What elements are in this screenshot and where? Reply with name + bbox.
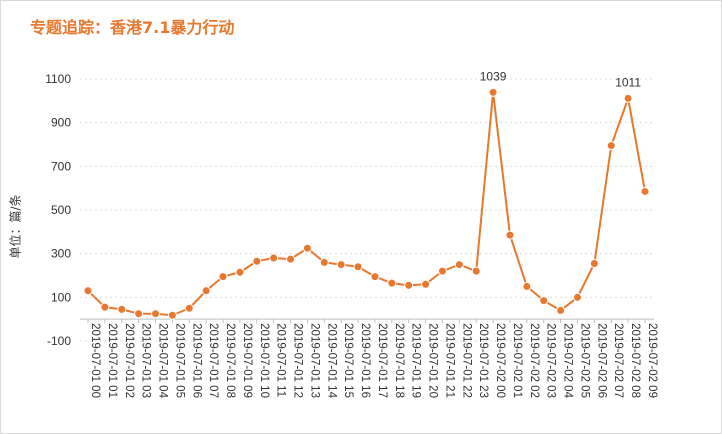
data-point (471, 266, 481, 276)
data-point (640, 186, 650, 196)
x-tick-label: 2019-07-02 04 (562, 323, 574, 398)
data-point (167, 310, 177, 320)
data-point (83, 286, 93, 296)
x-tick-label: 2019-07-02 02 (528, 323, 540, 398)
x-tick-label: 2019-07-01 13 (308, 323, 320, 398)
data-point (522, 281, 532, 291)
data-point (134, 309, 144, 319)
x-tick-label: 2019-07-01 16 (359, 323, 371, 398)
x-tick-label: 2019-07-01 11 (275, 323, 287, 397)
data-point (572, 292, 582, 302)
y-tick-label: 1100 (45, 72, 71, 86)
data-point (623, 93, 633, 103)
y-tick-label: 700 (51, 159, 71, 173)
x-tick-label: 2019-07-01 23 (477, 323, 489, 398)
y-tick-label: -100 (47, 334, 71, 348)
series-line (87, 91, 646, 317)
x-tick-label: 2019-07-02 07 (612, 323, 624, 398)
data-point (606, 141, 616, 151)
data-point (589, 258, 599, 268)
x-tick-label: 2019-07-01 07 (207, 323, 219, 398)
data-point (302, 243, 312, 253)
data-point (353, 262, 363, 272)
data-point (556, 305, 566, 315)
data-point (539, 296, 549, 306)
x-tick-label: 2019-07-01 10 (258, 323, 270, 398)
x-tick-label: 2019-07-02 05 (578, 323, 590, 398)
data-point (421, 279, 431, 289)
data-point (488, 87, 498, 97)
data-point (151, 309, 161, 319)
data-point (218, 272, 228, 282)
x-tick-label: 2019-07-01 09 (241, 323, 253, 398)
x-tick-label: 2019-07-01 00 (89, 323, 101, 398)
x-tick-label: 2019-07-01 01 (106, 323, 118, 398)
data-point (437, 266, 447, 276)
x-tick-label: 2019-07-01 06 (190, 323, 202, 398)
x-tick-label: 2019-07-02 06 (595, 323, 607, 398)
x-tick-label: 2019-07-01 05 (173, 323, 185, 398)
data-point (454, 260, 464, 270)
data-point (505, 230, 515, 240)
x-tick-label: 2019-07-01 19 (410, 323, 422, 398)
data-point (404, 280, 414, 290)
x-tick-label: 2019-07-01 20 (427, 323, 439, 398)
x-tick-label: 2019-07-02 03 (545, 323, 557, 398)
y-tick-label: 300 (51, 247, 71, 261)
x-tick-label: 2019-07-01 15 (342, 323, 354, 398)
x-tick-label: 2019-07-01 22 (460, 323, 472, 398)
data-point (269, 253, 279, 263)
y-tick-label: 100 (51, 290, 71, 304)
x-tick-label: 2019-07-01 21 (443, 323, 455, 398)
x-tick-label: 2019-07-02 00 (494, 323, 506, 398)
y-tick-label: 500 (51, 203, 71, 217)
data-label: 1039 (480, 69, 507, 83)
x-tick-label: 2019-07-01 12 (292, 323, 304, 398)
data-point (252, 256, 262, 266)
data-point (117, 304, 127, 314)
data-point (370, 272, 380, 282)
data-point (235, 267, 245, 277)
x-tick-label: 2019-07-02 09 (646, 323, 658, 398)
x-tick-label: 2019-07-01 08 (224, 323, 236, 398)
data-point (286, 254, 296, 264)
data-point (201, 286, 211, 296)
data-label: 1011 (615, 75, 641, 89)
chart-title: 专题追踪：香港7.1暴力行动 (30, 18, 235, 37)
data-point (387, 278, 397, 288)
x-tick-label: 2019-07-02 01 (511, 323, 523, 398)
x-tick-label: 2019-07-01 03 (140, 323, 152, 398)
x-tick-label: 2019-07-01 04 (157, 323, 169, 398)
x-tick-label: 2019-07-01 17 (376, 323, 388, 398)
x-tick-label: 2019-07-01 14 (325, 323, 337, 398)
x-tick-label: 2019-07-01 02 (123, 323, 135, 398)
data-point (184, 303, 194, 313)
y-tick-label: 900 (51, 116, 71, 130)
data-point (100, 302, 110, 312)
data-point (319, 257, 329, 267)
data-point (336, 260, 346, 270)
x-tick-label: 2019-07-01 18 (393, 323, 405, 398)
x-tick-label: 2019-07-02 08 (629, 323, 641, 398)
